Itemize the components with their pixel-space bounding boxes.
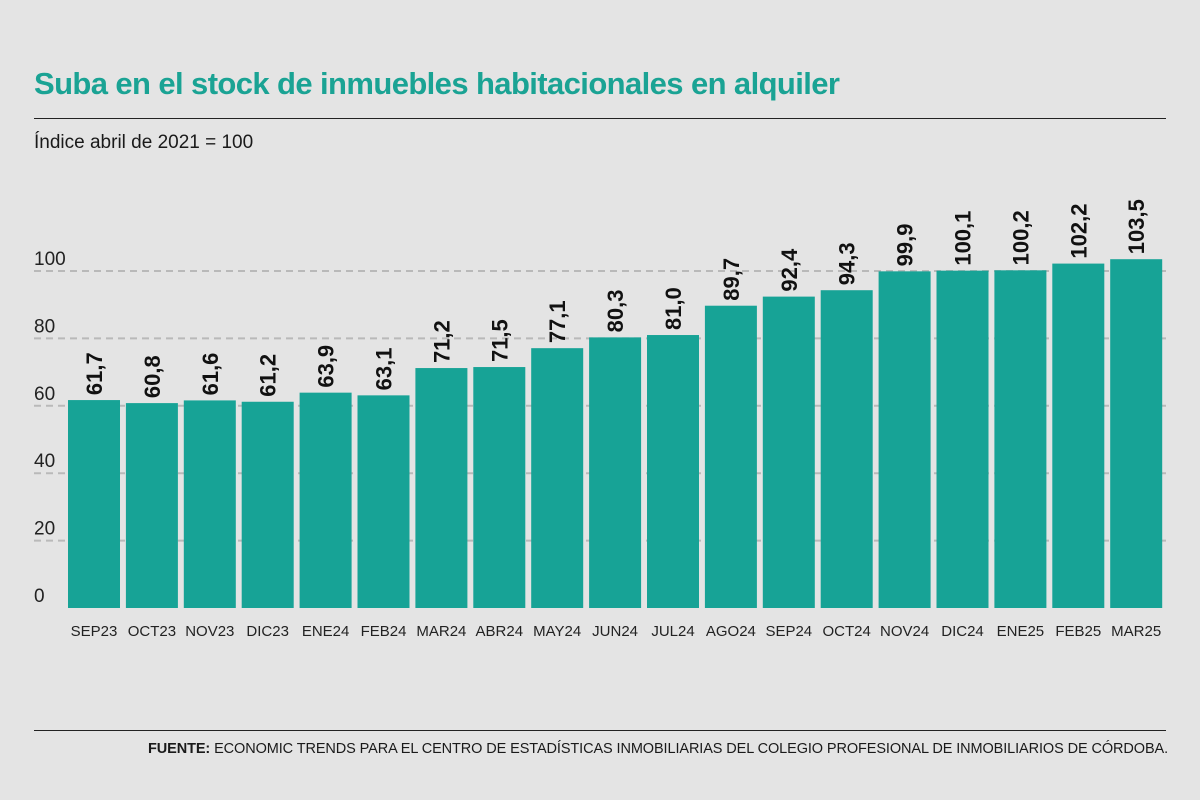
x-tick-label: DIC24 xyxy=(941,623,984,640)
value-label: 81,0 xyxy=(661,287,686,330)
bar-jun24 xyxy=(589,337,642,608)
y-tick-label: 60 xyxy=(34,384,55,405)
bar-may24 xyxy=(531,348,584,608)
value-label: 71,2 xyxy=(429,320,454,363)
x-tick-label: FEB25 xyxy=(1055,623,1101,640)
bar-sep23 xyxy=(68,400,120,608)
source-divider xyxy=(34,730,1166,731)
x-tick-label: JUN24 xyxy=(592,623,638,640)
value-label: 77,1 xyxy=(545,300,570,343)
source-note: FUENTE: ECONOMIC TRENDS PARA EL CENTRO D… xyxy=(148,741,1168,757)
x-tick-label: JUL24 xyxy=(651,623,694,640)
bar-jul24 xyxy=(647,335,699,608)
bar-nov23 xyxy=(183,400,236,608)
x-tick-label: MAY24 xyxy=(533,623,581,640)
x-tick-label: FEB24 xyxy=(361,623,407,640)
y-tick-label: 0 xyxy=(34,586,45,607)
x-tick-label: AGO24 xyxy=(706,623,756,640)
y-tick-label: 100 xyxy=(34,249,66,270)
x-tick-label: NOV24 xyxy=(880,623,929,640)
bar-feb25 xyxy=(1052,263,1105,608)
value-label: 94,3 xyxy=(835,242,860,285)
value-label: 63,1 xyxy=(372,348,397,391)
value-label: 61,2 xyxy=(256,354,281,397)
value-label: 103,5 xyxy=(1124,199,1149,254)
value-label: 71,5 xyxy=(487,319,512,362)
chart-title: Suba en el stock de inmuebles habitacion… xyxy=(34,66,840,101)
x-tick-label: MAR25 xyxy=(1111,623,1161,640)
value-label: 92,4 xyxy=(777,248,802,292)
x-tick-label: NOV23 xyxy=(185,623,234,640)
bar-oct24 xyxy=(820,290,873,608)
x-tick-label: SEP24 xyxy=(765,623,812,640)
value-label: 99,9 xyxy=(893,224,918,267)
value-label: 61,6 xyxy=(198,353,223,396)
bars xyxy=(68,259,1163,608)
value-label: 61,7 xyxy=(82,352,107,395)
source-label: FUENTE: xyxy=(148,741,211,757)
bar-ene24 xyxy=(299,392,352,608)
x-axis-ticks: SEP23 OCT23 NOV23 DIC23 ENE24 FEB24 MAR24 ABR24… xyxy=(71,623,1162,640)
y-tick-label: 20 xyxy=(34,519,55,540)
bar-dic23 xyxy=(241,401,294,608)
value-label: 102,2 xyxy=(1066,204,1091,259)
bar-mar24 xyxy=(415,368,468,608)
bar-abr24 xyxy=(473,367,526,608)
value-label: 63,9 xyxy=(314,345,339,388)
y-tick-label: 40 xyxy=(34,451,55,472)
x-tick-label: DIC23 xyxy=(246,623,289,640)
value-label: 100,2 xyxy=(1008,210,1033,265)
title-divider xyxy=(34,118,1166,119)
value-label: 89,7 xyxy=(719,258,744,301)
value-label: 100,1 xyxy=(951,211,976,266)
bar-sep24 xyxy=(762,296,815,608)
bar-dic24 xyxy=(936,270,989,608)
bar-ago24 xyxy=(704,305,757,608)
y-tick-label: 80 xyxy=(34,316,55,337)
x-tick-label: ENE25 xyxy=(997,623,1045,640)
x-tick-label: MAR24 xyxy=(416,623,466,640)
chart-subtitle: Índice abril de 2021 = 100 xyxy=(34,132,254,153)
x-tick-label: OCT23 xyxy=(128,623,176,640)
value-labels: 61,7 60,8 61,6 61,2 63,9 63,1 71,2 71,5 77,1 80,3… xyxy=(82,199,1149,398)
source-text: ECONOMIC TRENDS PARA EL CENTRO DE ESTADÍ… xyxy=(214,741,1169,757)
x-tick-label: ABR24 xyxy=(476,623,524,640)
bar-oct23 xyxy=(125,403,178,608)
value-label: 60,8 xyxy=(140,355,165,398)
bar-feb24 xyxy=(357,395,410,608)
y-axis-ticks: 0 20 40 60 80 100 xyxy=(34,249,66,607)
bar-mar25 xyxy=(1110,259,1163,608)
x-tick-label: OCT24 xyxy=(823,623,871,640)
x-tick-label: SEP23 xyxy=(71,623,118,640)
x-tick-label: ENE24 xyxy=(302,623,350,640)
value-label: 80,3 xyxy=(603,290,628,333)
bar-nov24 xyxy=(878,271,931,608)
bar-ene25 xyxy=(994,270,1047,608)
